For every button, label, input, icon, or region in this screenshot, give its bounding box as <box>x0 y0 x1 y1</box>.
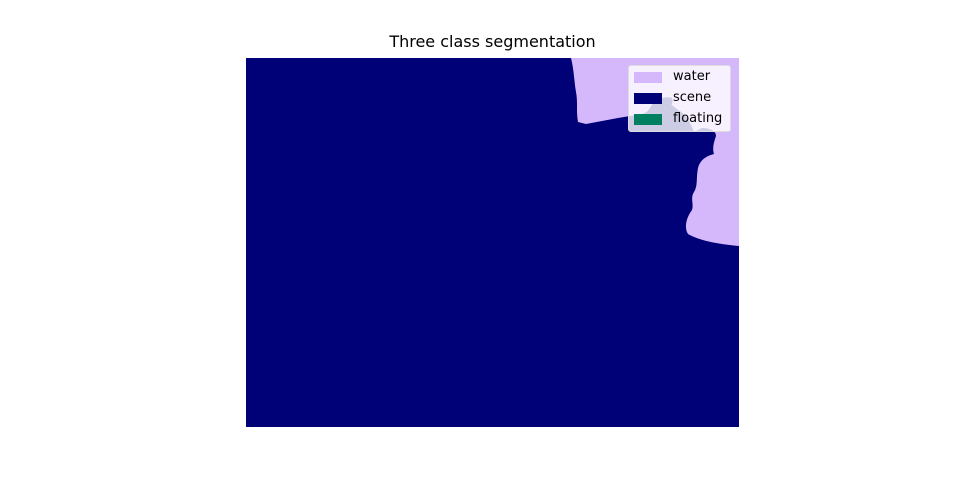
legend-label-water: water <box>673 69 711 84</box>
legend-swatch-scene <box>634 92 662 104</box>
legend-swatch-floating <box>634 113 662 125</box>
legend-label-floating: floating <box>673 111 723 126</box>
legend-swatch-water <box>634 71 662 83</box>
legend-item-water: water <box>634 69 710 85</box>
legend-item-scene: scene <box>634 90 711 106</box>
legend: water scene floating <box>628 65 731 132</box>
legend-item-floating: floating <box>634 111 722 127</box>
figure-title: Three class segmentation <box>389 32 596 51</box>
legend-label-scene: scene <box>673 90 712 105</box>
